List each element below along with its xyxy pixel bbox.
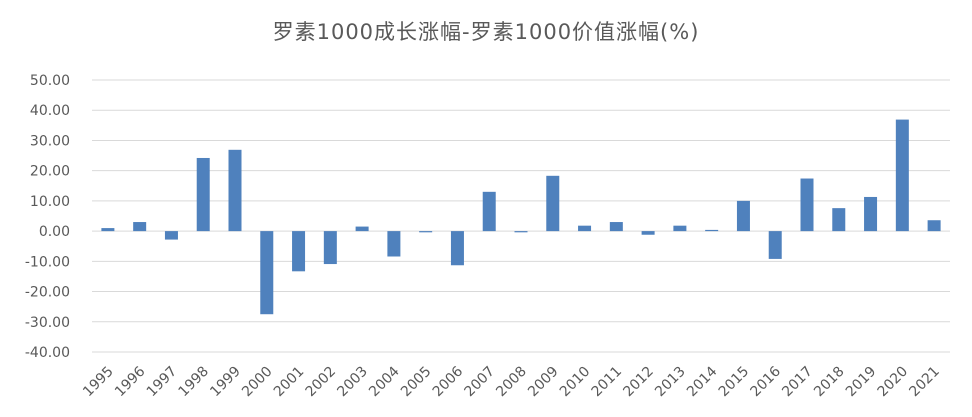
x-tick-label: 2009 <box>525 364 562 401</box>
y-tick-label: 40.00 <box>30 103 70 119</box>
x-tick-label: 1995 <box>80 364 117 401</box>
x-tick-label: 2001 <box>271 364 308 401</box>
bar-2016 <box>768 231 782 259</box>
bar-2005 <box>419 231 433 233</box>
bar-2004 <box>387 231 401 257</box>
bar-2019 <box>864 196 878 232</box>
x-tick-label: 2008 <box>493 364 530 401</box>
x-tick-label: 2000 <box>239 364 276 401</box>
x-tick-label: 2002 <box>303 364 340 401</box>
bar-2007 <box>482 191 496 232</box>
x-tick-label: 2021 <box>906 364 943 401</box>
chart-title: 罗素1000成长涨幅-罗素1000价值涨幅(%) <box>272 20 700 44</box>
bar-2000 <box>260 231 274 315</box>
x-tick-label: 1996 <box>112 363 149 400</box>
bar-2017 <box>800 178 814 232</box>
x-tick-label: 2006 <box>430 363 467 400</box>
y-tick-label: 10.00 <box>30 194 70 210</box>
x-tick-label: 2015 <box>716 364 753 401</box>
x-tick-label: 1997 <box>144 364 181 401</box>
x-tick-label: 2011 <box>589 364 626 401</box>
bar-2020 <box>895 119 909 232</box>
x-tick-label: 2019 <box>843 364 880 401</box>
bar-2015 <box>736 200 750 232</box>
x-tick-label: 2012 <box>620 364 657 401</box>
bar-2003 <box>355 226 369 232</box>
bar-2008 <box>514 231 528 233</box>
x-tick-label: 1999 <box>207 364 244 401</box>
x-tick-label: 2004 <box>366 363 403 400</box>
bar-1998 <box>196 157 210 232</box>
bar-1995 <box>101 228 115 232</box>
bar-2021 <box>927 220 941 232</box>
bar-2014 <box>705 229 719 232</box>
x-tick-label: 2017 <box>779 364 816 401</box>
bar-2013 <box>673 225 687 232</box>
bar-1996 <box>133 222 147 232</box>
y-tick-label: 30.00 <box>30 133 70 149</box>
y-tick-label: -40.00 <box>25 345 70 361</box>
bar-2001 <box>292 231 306 272</box>
bar-2006 <box>450 231 464 266</box>
x-tick-label: 2007 <box>462 364 499 401</box>
x-tick-label: 2020 <box>875 364 912 401</box>
y-tick-label: 50.00 <box>30 73 70 89</box>
y-tick-label: -30.00 <box>25 315 70 331</box>
y-tick-label: -10.00 <box>25 254 70 270</box>
x-tick-label: 2010 <box>557 364 594 401</box>
x-tick-label: 2014 <box>684 363 721 400</box>
x-tick-label: 2018 <box>811 364 848 401</box>
bar-2012 <box>641 231 655 235</box>
bar-1997 <box>164 231 178 240</box>
x-tick-label: 1998 <box>176 364 213 401</box>
x-tick-label: 2016 <box>748 363 785 400</box>
x-tick-label: 2005 <box>398 364 435 401</box>
x-tick-label: 2003 <box>334 364 371 401</box>
bar-1999 <box>228 149 242 232</box>
x-tick-label: 2013 <box>652 364 689 401</box>
bar-2018 <box>832 208 846 232</box>
bar-2002 <box>323 231 337 265</box>
bar-2011 <box>609 222 623 232</box>
y-tick-label: 0.00 <box>39 224 70 240</box>
y-tick-label: -20.00 <box>25 285 70 301</box>
bar-2010 <box>578 225 592 232</box>
y-tick-label: 20.00 <box>30 164 70 180</box>
bar-2009 <box>546 175 560 232</box>
